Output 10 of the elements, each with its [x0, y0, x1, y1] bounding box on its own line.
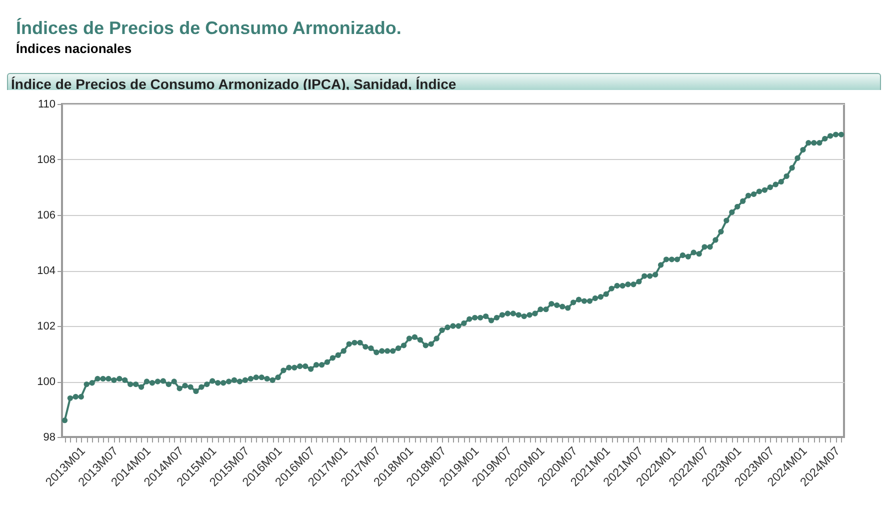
text: Índice de Precios de Consumo Armonizado (IPCA), Sanidad, Índice	[7, 73, 881, 94]
y-tick-label: 98	[43, 432, 56, 444]
y-tick-label: 110	[38, 98, 56, 110]
y-tick-label: 100	[37, 376, 56, 388]
chart-subtitle: Índices nacionales	[16, 41, 132, 56]
y-tick-label: 108	[37, 154, 56, 166]
chart-title: Índices de Precios de Consumo Armonizado.	[16, 18, 402, 39]
y-tick-label: 104	[37, 265, 56, 277]
y-tick-label: 106	[37, 210, 56, 222]
y-tick-label: 102	[37, 320, 56, 332]
